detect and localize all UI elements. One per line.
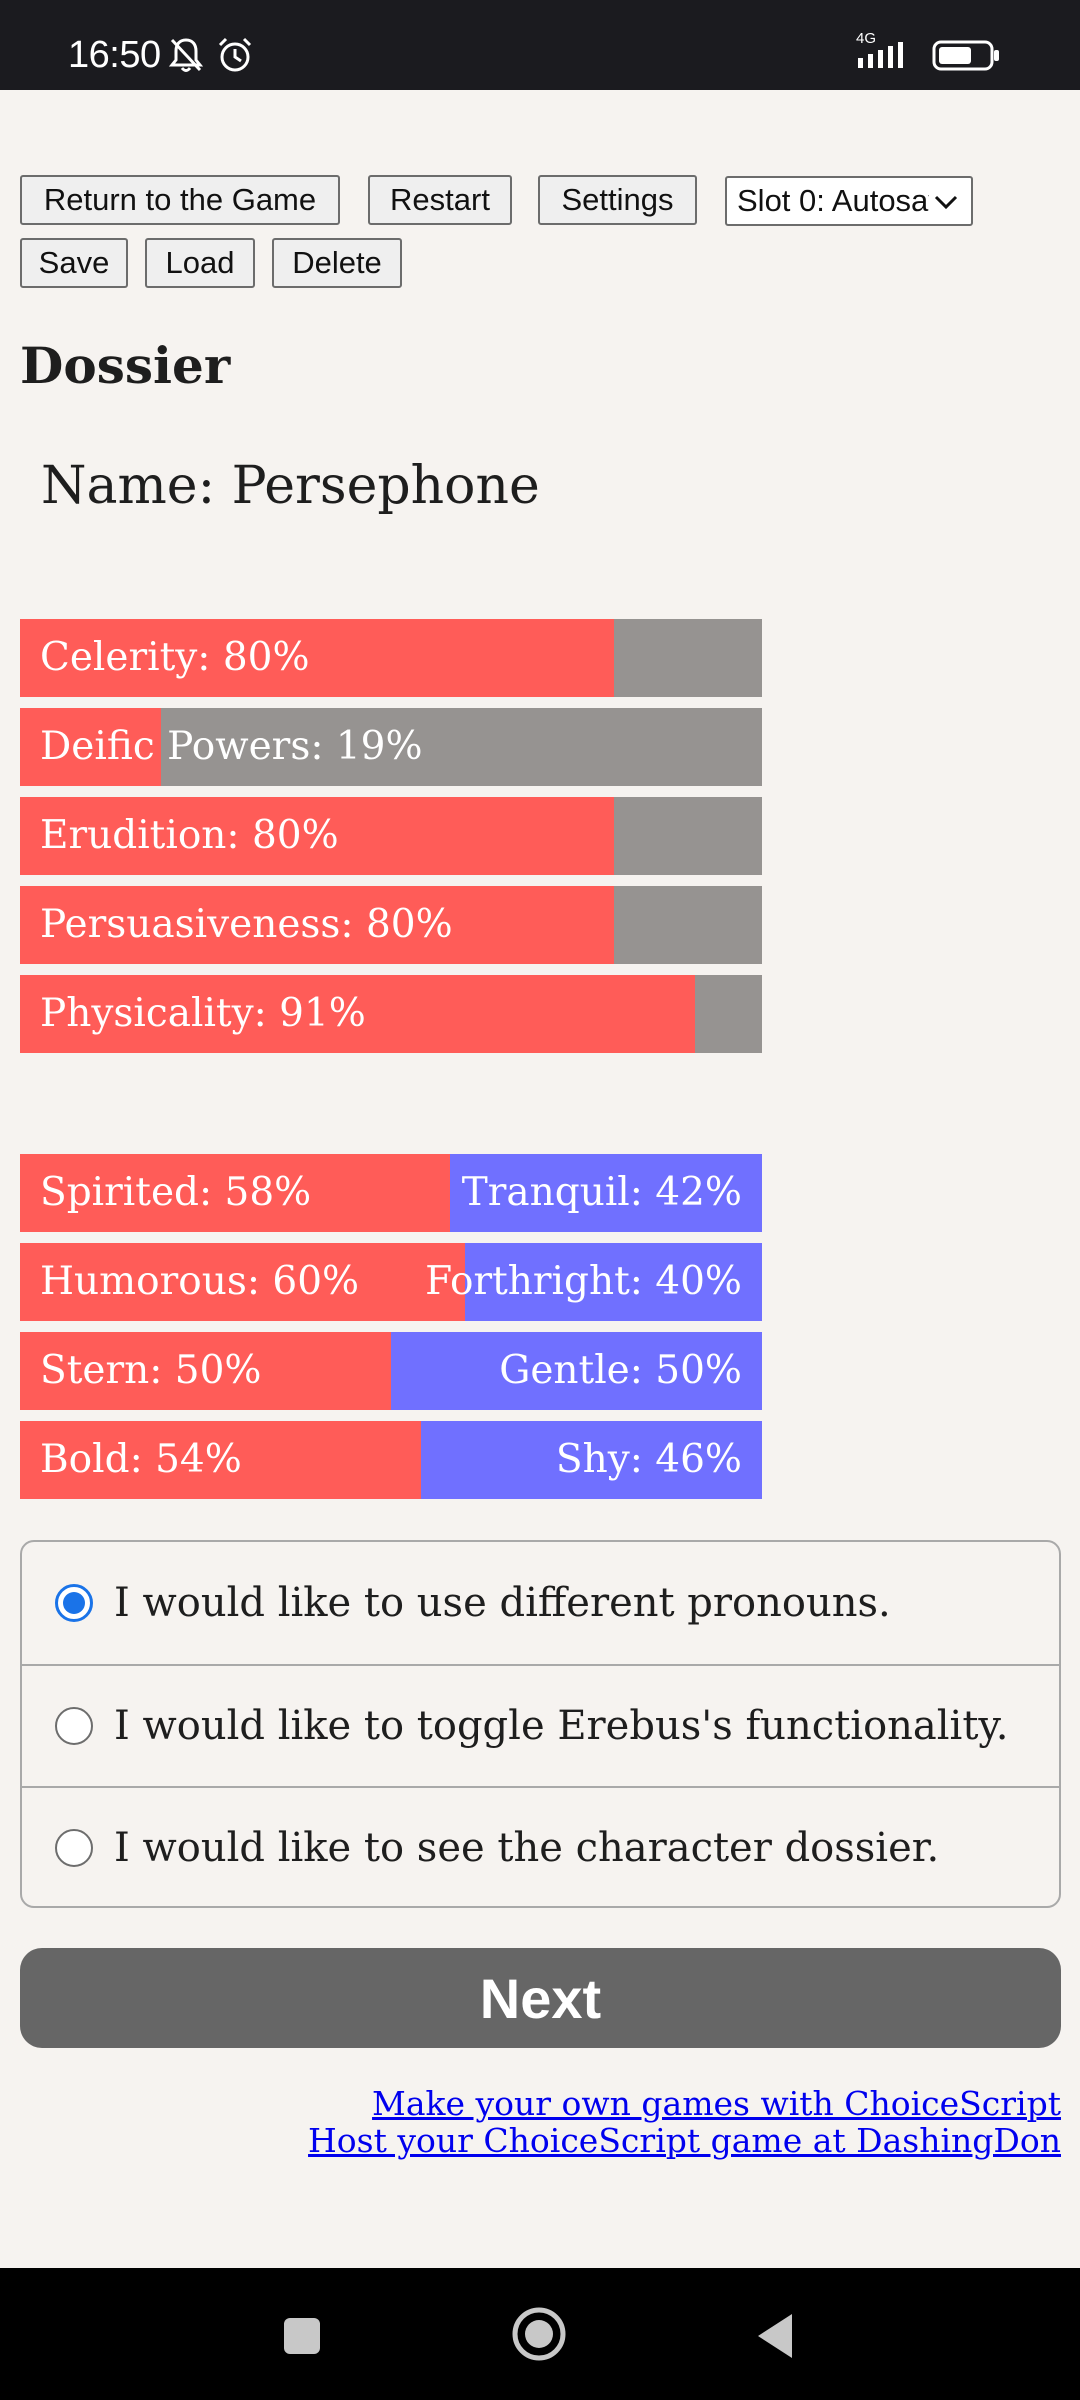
network-type: 4G: [856, 30, 877, 47]
choice-label: I would like to use different pronouns.: [114, 1580, 891, 1626]
system-nav-bar: [0, 2268, 1080, 2400]
dashingdon-link[interactable]: Host your ChoiceScript game at DashingDo…: [308, 2121, 1061, 2160]
signal-icon: 4G: [854, 30, 918, 79]
home-icon[interactable]: [511, 2306, 567, 2366]
save-slot-value: Slot 0: Autosave: [737, 183, 929, 218]
delete-button[interactable]: Delete: [272, 238, 402, 288]
save-slot-select[interactable]: Slot 0: Autosave: [725, 176, 973, 226]
choice-option[interactable]: I would like to use different pronouns.: [22, 1542, 1059, 1664]
stat-fill: [20, 708, 161, 786]
stat-bar-celerity: Celerity: 80%: [20, 619, 762, 697]
alarm-icon: [216, 36, 254, 79]
choice-option[interactable]: I would like to toggle Erebus's function…: [22, 1664, 1059, 1786]
stat-label: Erudition: 80%: [40, 813, 339, 858]
status-bar: 16:50 4G: [0, 0, 1080, 90]
stat-fill: [20, 619, 614, 697]
battery-icon: [932, 36, 1002, 79]
page-title: Dossier: [20, 336, 231, 395]
stat-label: Physicality: 91%: [40, 991, 366, 1036]
opposed-bar-bold-shy: Bold: 54% Shy: 46%: [20, 1421, 762, 1499]
restart-button[interactable]: Restart: [368, 175, 512, 225]
stat-fill: [20, 975, 696, 1053]
opposed-fill: [20, 1332, 391, 1410]
choicescript-link[interactable]: Make your own games with ChoiceScript: [372, 2084, 1061, 2123]
chevron-down-icon: [933, 183, 959, 219]
save-button[interactable]: Save: [20, 238, 128, 288]
opposed-fill: [20, 1154, 451, 1232]
return-to-game-button[interactable]: Return to the Game: [20, 175, 340, 225]
opposed-left-label: Stern: 50%: [40, 1348, 262, 1393]
opposed-left-label: Spirited: 58%: [40, 1170, 312, 1215]
radio-button[interactable]: [55, 1584, 93, 1622]
opposed-right-label: Shy: 46%: [555, 1437, 742, 1482]
stat-label: Persuasiveness: 80%: [40, 902, 453, 947]
stat-label: Celerity: 80%: [40, 635, 310, 680]
load-button[interactable]: Load: [145, 238, 255, 288]
opposed-right-label: Tranquil: 42%: [461, 1170, 742, 1215]
next-button[interactable]: Next: [20, 1948, 1061, 2048]
stat-bar-physicality: Physicality: 91%: [20, 975, 762, 1053]
opposed-bar-spirited-tranquil: Spirited: 58% Tranquil: 42%: [20, 1154, 762, 1232]
settings-button[interactable]: Settings: [538, 175, 697, 225]
stat-label: Deific Powers: 19%: [40, 724, 423, 769]
choice-option[interactable]: I would like to see the character dossie…: [22, 1786, 1059, 1908]
radio-button[interactable]: [55, 1707, 93, 1745]
stat-bar-deific-powers: Deific Powers: 19%: [20, 708, 762, 786]
character-name: Name: Persephone: [41, 456, 540, 516]
opposed-fill: [20, 1243, 466, 1321]
opposed-left-label: Bold: 54%: [40, 1437, 242, 1482]
opposed-fill: [20, 1421, 421, 1499]
opposed-bar-humorous-forthright: Humorous: 60% Forthright: 40%: [20, 1243, 762, 1321]
stat-bar-erudition: Erudition: 80%: [20, 797, 762, 875]
status-time: 16:50: [68, 34, 161, 76]
stat-fill: [20, 886, 614, 964]
opposed-right-label: Gentle: 50%: [499, 1348, 742, 1393]
opposed-right-label: Forthright: 40%: [425, 1259, 742, 1304]
opposed-bar-stern-gentle: Stern: 50% Gentle: 50%: [20, 1332, 762, 1410]
stat-fill: [20, 797, 614, 875]
choice-list: I would like to use different pronouns. …: [20, 1540, 1061, 1908]
choice-label: I would like to toggle Erebus's function…: [114, 1703, 1009, 1749]
stat-bar-persuasiveness: Persuasiveness: 80%: [20, 886, 762, 964]
footer-links: Make your own games with ChoiceScript Ho…: [308, 2085, 1061, 2159]
recents-icon[interactable]: [282, 2316, 322, 2360]
back-icon[interactable]: [754, 2312, 796, 2364]
choice-label: I would like to see the character dossie…: [114, 1825, 940, 1871]
opposed-left-label: Humorous: 60%: [40, 1259, 360, 1304]
radio-button[interactable]: [55, 1829, 93, 1867]
bell-off-icon: [168, 36, 204, 79]
